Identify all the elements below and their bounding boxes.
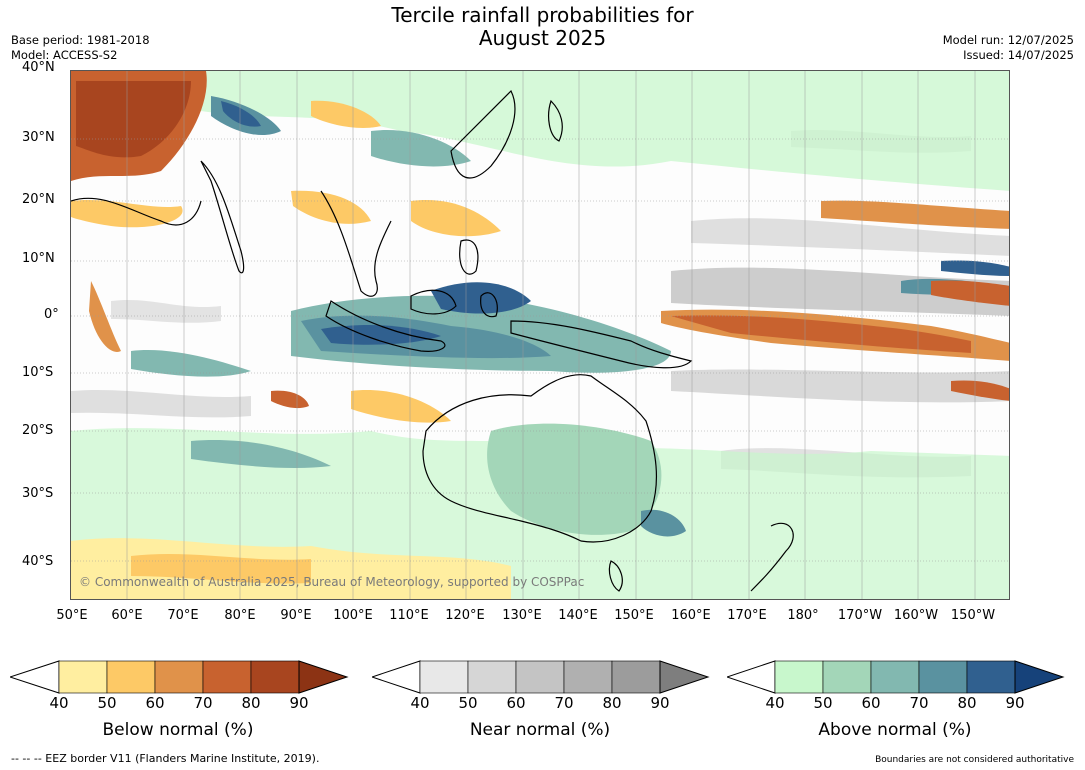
lon-label-100e: 100°E (333, 608, 373, 623)
chart-title: Tercile rainfall probabilities for Augus… (0, 4, 1085, 50)
colorbar-below-tick-50: 50 (97, 694, 117, 712)
lon-label-60e: 60°E (111, 608, 143, 623)
lon-label-180: 180° (787, 608, 819, 623)
copyright-notice: © Commonwealth of Australia 2025, Bureau… (79, 575, 585, 589)
colorbar-near-tick-40: 40 (410, 694, 430, 712)
colorbar-above-tick-90: 90 (1005, 694, 1025, 712)
colorbar-near-tick-70: 70 (554, 694, 574, 712)
above-normal-regions (71, 71, 1009, 599)
lat-label-0: 0° (44, 307, 59, 322)
colorbar-below-swatch-2 (154, 660, 204, 694)
boundary-disclaimer: Boundaries are not considered authoritat… (875, 755, 1074, 765)
lon-label-160w: 160°W (893, 608, 939, 623)
lon-label-120e: 120°E (445, 608, 485, 623)
lon-label-50e: 50°E (56, 608, 88, 623)
colorbar-title-above: Above normal (%) (818, 720, 972, 740)
colorbar-near-normal (372, 660, 710, 694)
colorbar-below-tick-40: 40 (49, 694, 69, 712)
colorbar-below-swatch-0 (58, 660, 108, 694)
colorbar-title-near: Near normal (%) (469, 720, 611, 740)
colorbar-near-swatch-0 (419, 660, 469, 694)
lat-label-10s: 10°S (22, 365, 54, 380)
colorbar-above-tick-70: 70 (909, 694, 929, 712)
colorbar-near-tick-60: 60 (506, 694, 526, 712)
lon-label-70e: 70°E (167, 608, 199, 623)
model-name: Model: ACCESS-S2 (11, 48, 118, 62)
lat-label-20s: 20°S (22, 423, 54, 438)
colorbar-near-tick-50: 50 (458, 694, 478, 712)
colorbar-below-tick-60: 60 (145, 694, 165, 712)
graticule (71, 138, 1009, 562)
colorbar-above-tick-60: 60 (861, 694, 881, 712)
lat-label-30s: 30°S (22, 486, 54, 501)
colorbar-below-normal (10, 660, 349, 694)
lat-label-20n: 20°N (22, 192, 55, 207)
title-line-2: August 2025 (478, 26, 607, 50)
colorbar-near-swatch-2 (515, 660, 565, 694)
lat-label-30n: 30°N (22, 130, 55, 145)
meta-right: Model run: 12/07/2025 Issued: 14/07/2025 (943, 33, 1074, 63)
colorbar-above-tick-80: 80 (957, 694, 977, 712)
colorbar-above-swatch-3 (918, 660, 968, 694)
coastlines (71, 89, 794, 592)
model-run: Model run: 12/07/2025 (942, 33, 1074, 47)
colorbar-above-normal (727, 660, 1065, 694)
colorbar-below-swatch-3 (202, 660, 252, 694)
map-canvas (71, 71, 1009, 599)
lon-label-130e: 130°E (502, 608, 542, 623)
colorbar-above-swatch-2 (870, 660, 920, 694)
colorbar-above-swatch-4 (966, 660, 1016, 694)
eez-note: -- -- -- EEZ border V11 (Flanders Marine… (11, 752, 320, 765)
rainfall-map: © Commonwealth of Australia 2025, Bureau… (70, 70, 1010, 600)
lon-label-170e: 170°E (727, 608, 767, 623)
colorbar-near-swatch-1 (467, 660, 517, 694)
colorbar-near-tick-80: 80 (602, 694, 622, 712)
base-period: Base period: 1981-2018 (11, 33, 150, 47)
lon-label-90e: 90°E (280, 608, 312, 623)
colorbar-near-tick-90: 90 (650, 694, 670, 712)
lon-label-110e: 110°E (389, 608, 429, 623)
lon-label-80e: 80°E (224, 608, 256, 623)
lon-label-150e: 150°E (614, 608, 654, 623)
colorbar-above-swatch-0 (774, 660, 824, 694)
title-line-1: Tercile rainfall probabilities for (391, 3, 694, 27)
colorbar-above-tick-40: 40 (765, 694, 785, 712)
colorbar-below-swatch-1 (106, 660, 156, 694)
colorbar-title-below: Below normal (%) (102, 720, 254, 740)
colorbar-below-tick-80: 80 (241, 694, 261, 712)
lon-label-170w: 170°W (837, 608, 883, 623)
meta-left: Base period: 1981-2018 Model: ACCESS-S2 (11, 33, 150, 63)
colorbar-below-swatch-4 (250, 660, 300, 694)
lat-label-40s: 40°S (22, 554, 54, 569)
colorbar-below-tick-70: 70 (193, 694, 213, 712)
lon-label-140e: 140°E (558, 608, 598, 623)
colorbar-below-tick-90: 90 (289, 694, 309, 712)
lon-label-160e: 160°E (671, 608, 711, 623)
lat-label-40n: 40°N (22, 60, 55, 75)
lon-label-150w: 150°W (950, 608, 996, 623)
below-normal-regions (71, 71, 1009, 599)
issued-date: Issued: 14/07/2025 (963, 48, 1074, 62)
colorbar-near-swatch-3 (563, 660, 613, 694)
colorbar-above-tick-50: 50 (813, 694, 833, 712)
lat-label-10n: 10°N (22, 251, 55, 266)
colorbar-above-swatch-1 (822, 660, 872, 694)
colorbar-near-swatch-4 (611, 660, 661, 694)
meridians (126, 71, 976, 599)
